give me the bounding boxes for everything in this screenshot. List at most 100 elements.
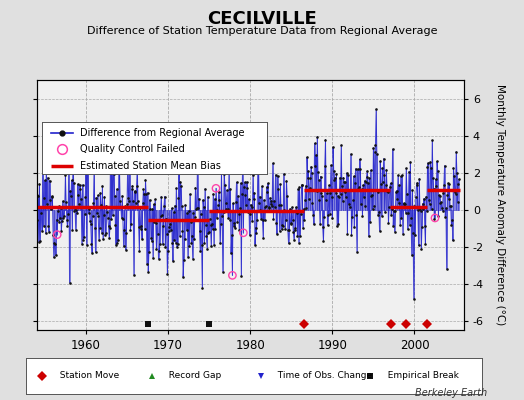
Point xyxy=(359,182,367,188)
Point xyxy=(424,160,432,166)
Point xyxy=(291,225,300,231)
Point xyxy=(440,182,448,188)
Point xyxy=(37,209,46,216)
Point xyxy=(363,168,372,174)
Point xyxy=(97,202,105,208)
Point xyxy=(89,213,97,220)
Point xyxy=(229,200,237,207)
Point xyxy=(161,244,170,250)
Point xyxy=(70,208,79,214)
Point xyxy=(129,198,137,204)
Point xyxy=(370,149,379,155)
Point xyxy=(408,252,416,258)
Point xyxy=(328,194,336,201)
Point xyxy=(81,194,90,200)
Point xyxy=(133,164,141,171)
Point xyxy=(364,233,373,240)
Point xyxy=(332,170,341,177)
Point xyxy=(316,221,324,227)
Point xyxy=(409,230,417,236)
Point xyxy=(317,190,325,196)
Point xyxy=(392,188,401,194)
Point xyxy=(280,206,289,213)
Point xyxy=(354,186,363,193)
Point xyxy=(184,208,193,214)
Point xyxy=(128,186,136,192)
Point xyxy=(38,228,46,234)
Point xyxy=(40,195,48,202)
Point xyxy=(279,222,287,229)
Point xyxy=(431,215,439,221)
Point xyxy=(395,200,403,206)
Point xyxy=(381,182,390,188)
Point xyxy=(239,230,247,236)
Point xyxy=(178,202,186,209)
Point xyxy=(355,184,363,190)
Point xyxy=(345,187,354,193)
Point xyxy=(343,231,352,237)
Point xyxy=(363,174,371,180)
Point xyxy=(417,208,425,214)
Point xyxy=(115,167,123,173)
Point xyxy=(431,176,440,182)
Point xyxy=(238,162,247,168)
Point xyxy=(319,224,327,231)
Point xyxy=(329,144,337,150)
Point xyxy=(198,242,206,248)
Point xyxy=(421,240,430,247)
Point xyxy=(433,168,442,174)
Point xyxy=(263,184,271,190)
Point xyxy=(436,200,445,206)
Point xyxy=(124,194,133,201)
Point xyxy=(384,188,392,195)
Point xyxy=(406,159,414,165)
Point xyxy=(445,181,454,187)
Point xyxy=(74,192,83,199)
Point xyxy=(156,241,164,247)
Point xyxy=(312,188,321,194)
Point xyxy=(175,169,183,175)
Point xyxy=(315,197,323,203)
Point xyxy=(241,192,249,198)
Point xyxy=(380,172,388,178)
Point xyxy=(64,152,73,159)
Point xyxy=(230,222,238,229)
Point xyxy=(303,154,311,160)
Point xyxy=(162,215,170,222)
Point xyxy=(77,186,85,192)
Point xyxy=(269,216,278,222)
Point xyxy=(178,227,187,234)
Point xyxy=(72,207,81,214)
Point xyxy=(339,198,347,204)
Point xyxy=(316,173,325,180)
Point xyxy=(249,196,258,202)
Point xyxy=(171,202,179,209)
Point xyxy=(130,189,139,195)
Text: Time of Obs. Change: Time of Obs. Change xyxy=(272,372,373,380)
Point xyxy=(294,186,302,192)
Point xyxy=(232,179,241,186)
Point xyxy=(213,206,222,213)
Point xyxy=(272,231,281,237)
Point xyxy=(144,189,152,196)
Point xyxy=(204,194,212,200)
Text: Quality Control Failed: Quality Control Failed xyxy=(80,144,185,154)
Point xyxy=(214,202,222,208)
Point xyxy=(168,240,177,246)
Point xyxy=(308,200,316,206)
Point xyxy=(451,189,459,195)
Point xyxy=(104,223,113,229)
Point xyxy=(378,165,387,171)
Point xyxy=(225,217,234,224)
Point xyxy=(439,190,447,196)
Point xyxy=(228,272,237,278)
Point xyxy=(57,228,66,234)
Point xyxy=(336,191,345,198)
Point xyxy=(97,230,106,236)
Point xyxy=(160,194,169,200)
Point xyxy=(303,175,312,182)
Point xyxy=(115,166,124,172)
Point xyxy=(430,216,439,222)
Point xyxy=(307,163,315,170)
Point xyxy=(451,191,460,197)
